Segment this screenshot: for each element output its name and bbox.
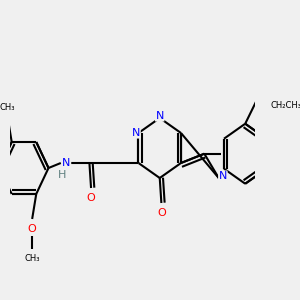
Text: O: O bbox=[157, 208, 166, 218]
Text: CH₃: CH₃ bbox=[0, 103, 15, 112]
Text: CH₂CH₃: CH₂CH₃ bbox=[271, 101, 300, 110]
Text: N: N bbox=[219, 171, 227, 181]
Text: CH₃: CH₃ bbox=[24, 254, 40, 263]
Text: O: O bbox=[87, 193, 95, 203]
Text: O: O bbox=[28, 224, 37, 234]
Text: N: N bbox=[132, 128, 140, 138]
Text: N: N bbox=[155, 111, 164, 121]
Text: N: N bbox=[62, 158, 71, 168]
Text: H: H bbox=[58, 170, 67, 180]
